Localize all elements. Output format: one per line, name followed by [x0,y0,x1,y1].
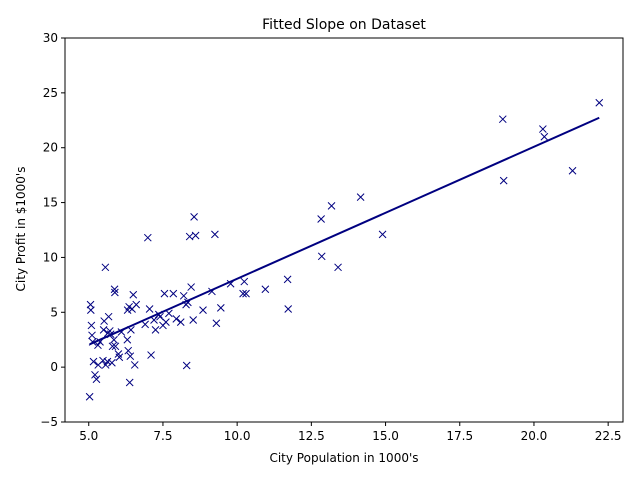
data-point-marker [595,98,604,107]
data-point-marker [216,304,225,312]
data-point-marker [129,290,138,299]
data-point-marker [91,370,99,379]
data-point-marker [88,331,96,340]
data-point-marker [185,232,194,241]
data-point-marker [85,392,94,401]
y-tick-label: 5 [50,305,58,319]
data-point-marker [151,325,160,334]
data-point-marker [130,361,139,369]
data-point-marker [182,361,191,370]
x-tick-label: 20.0 [521,429,548,443]
data-point-marker [160,289,169,298]
data-point-marker [125,378,134,387]
data-point-marker [143,233,152,242]
data-point-marker [108,358,116,367]
data-point-marker [568,166,577,175]
data-point-marker [378,230,387,239]
data-point-marker [104,312,113,321]
x-tick-label: 10.0 [224,429,251,443]
data-point-marker [111,288,119,297]
data-point-marker [540,132,549,141]
data-point-marker [123,335,132,344]
data-point-marker [99,356,107,365]
data-point-marker [110,285,119,294]
data-point-marker [239,289,247,298]
plot-area: 5.0 7.5 10.0 12.5 15.0 17.5 20.0 22.5 −5 0 5 10 15 20… [40,31,624,443]
data-point-marker [211,230,219,239]
y-tick-label: 30 [43,31,58,45]
data-point-marker [145,305,154,313]
data-points-series [85,98,604,401]
chart-title: Fitted Slope on Dataset [262,17,426,33]
data-point-marker [317,252,326,261]
data-point-marker [172,315,181,323]
data-point-marker [169,289,178,298]
data-point-marker [99,325,108,334]
data-point-marker [86,306,95,314]
x-tick-label: 7.5 [153,429,172,443]
y-tick-label: 25 [43,86,58,100]
data-point-marker [327,202,336,210]
data-point-marker [147,351,155,359]
data-point-marker [199,306,207,314]
data-point-marker [132,300,141,309]
data-point-marker [103,357,112,366]
data-point-marker [334,263,342,272]
data-point-marker [115,353,124,362]
data-point-marker [190,212,198,221]
y-tick-label: −5 [40,415,58,429]
x-tick-label: 5.0 [79,429,98,443]
data-point-marker [101,263,110,272]
x-tick-label: 22.5 [595,429,622,443]
data-point-marker [212,319,221,328]
axes-frame [64,37,624,423]
data-point-marker [261,285,270,294]
data-point-marker [87,321,96,330]
data-point-marker [126,352,135,361]
data-point-marker [284,305,293,313]
data-point-marker [189,316,198,324]
data-point-marker [187,283,195,291]
data-point-marker [92,375,101,384]
y-axis-title: City Profit in $1000's [14,167,28,292]
data-point-marker [242,289,250,298]
data-point-marker [539,125,547,133]
data-point-marker [317,215,325,223]
y-tick-label: 15 [43,196,58,210]
y-tick-label: 10 [43,250,58,264]
x-axis-title: City Population in 1000's [269,451,418,465]
data-point-marker [240,277,249,286]
data-point-marker [499,176,508,185]
data-point-marker [89,357,98,366]
x-tick-label: 17.5 [446,429,473,443]
data-point-marker [162,318,170,327]
data-point-marker [124,346,133,355]
y-tick-label: 0 [50,360,58,374]
y-tick-label: 20 [43,141,58,155]
x-tick-label: 15.0 [372,429,399,443]
data-point-marker [283,275,292,284]
data-point-marker [108,342,117,351]
fitted-line [89,116,600,346]
data-point-marker [141,320,149,329]
data-point-marker [111,342,120,351]
data-point-marker [176,318,185,327]
data-point-marker [191,231,200,240]
data-point-marker [356,193,365,201]
data-point-marker [498,115,507,124]
data-point-marker [110,335,118,344]
x-tick-label: 12.5 [298,429,325,443]
data-point-marker [179,291,188,300]
